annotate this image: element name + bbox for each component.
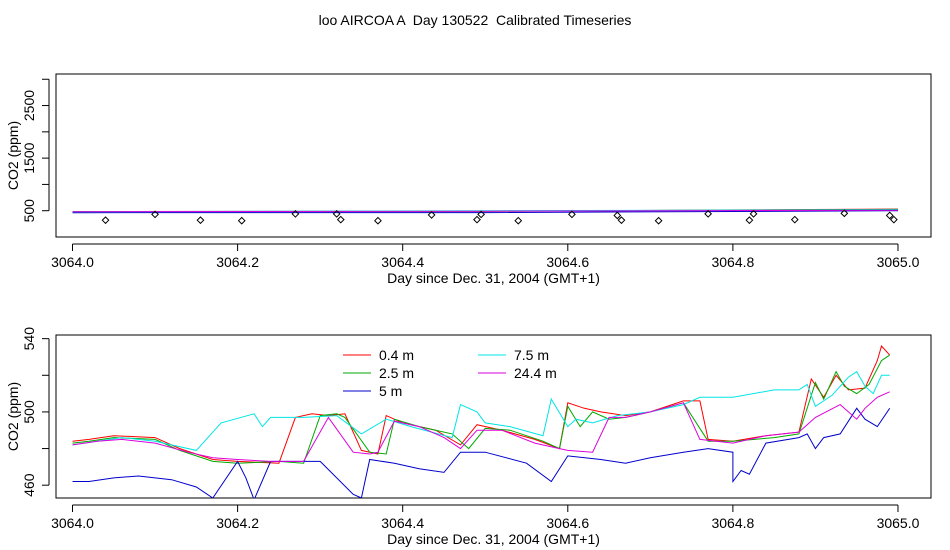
y-tick-label: 1500 xyxy=(21,142,37,173)
y-tick-label: 2500 xyxy=(21,90,37,121)
y-tick-label: 540 xyxy=(21,327,37,351)
scatter-point xyxy=(291,209,300,218)
legend-label: 7.5 m xyxy=(514,347,549,363)
x-tick-label: 3064.0 xyxy=(51,515,94,531)
scatter-point xyxy=(745,216,754,225)
x-tick-label: 3064.0 xyxy=(51,254,94,270)
legend-label: 24.4 m xyxy=(514,365,557,381)
series-line-2 xyxy=(72,210,899,214)
scatter-point xyxy=(427,211,436,219)
x-tick-label: 3064.6 xyxy=(546,515,589,531)
co2-detail-panel: 3064.0 3064.2 3064.4 3064.6 3064.8 3065.0 Day … xyxy=(5,327,932,547)
legend-label: 5 m xyxy=(379,383,402,399)
x-axis-label: Day since Dec. 31, 2004 (GMT+1) xyxy=(387,270,600,286)
y-tick-label: 500 xyxy=(21,199,37,223)
scatter-point xyxy=(889,215,898,224)
x-tick-label: 3064.2 xyxy=(216,515,259,531)
scatter-point xyxy=(473,215,481,224)
scatter-point xyxy=(332,209,341,218)
scatter-point xyxy=(568,210,576,219)
y-tick-label: 500 xyxy=(21,400,37,424)
scatter-point xyxy=(477,210,486,219)
scatter-point xyxy=(151,210,159,219)
series-line-0-4-m xyxy=(72,344,891,464)
scatter-point xyxy=(885,211,894,220)
legend: 0.4 m 2.5 m 5 m 7.5 m 24.4 m xyxy=(343,347,557,399)
scatter-point xyxy=(374,216,382,225)
scatter-point xyxy=(237,216,246,225)
scatter-point xyxy=(613,211,622,220)
plot-area xyxy=(72,208,899,225)
scatter-point xyxy=(790,215,799,224)
scatter-point xyxy=(514,216,523,225)
scatter-point xyxy=(336,215,345,224)
y-axis-label: CO2 (ppm) xyxy=(5,121,21,190)
x-tick-label: 3064.6 xyxy=(546,254,589,270)
scatter-point xyxy=(196,216,205,225)
x-tick-label: 3064.4 xyxy=(381,515,424,531)
plot-frame xyxy=(55,73,932,238)
series-line-5-m xyxy=(72,407,891,498)
scatter-point xyxy=(654,216,663,225)
figure-title: loo AIRCOA A Day 130522 Calibrated Times… xyxy=(318,12,632,28)
x-tick-label: 3065.0 xyxy=(877,515,920,531)
x-tick-label: 3064.2 xyxy=(216,254,259,270)
legend-label: 0.4 m xyxy=(379,347,414,363)
scatter-point xyxy=(840,209,849,218)
series-line-7-5-m xyxy=(72,370,890,451)
series-line-2-5-m xyxy=(72,354,890,464)
plot-area xyxy=(72,344,891,498)
scatter-point xyxy=(617,216,626,225)
series-line-4 xyxy=(72,209,899,213)
series-line-24-4-m xyxy=(72,391,890,462)
x-axis-label: Day since Dec. 31, 2004 (GMT+1) xyxy=(387,531,600,547)
scatter-point xyxy=(101,216,110,225)
x-tick-label: 3064.4 xyxy=(381,254,424,270)
scatter-point xyxy=(704,209,713,218)
plot-frame xyxy=(55,334,932,499)
co2-overview-panel: 3064.0 3064.2 3064.4 3064.6 3064.8 3065.0 Day … xyxy=(5,73,932,286)
y-tick-label: 460 xyxy=(21,473,37,497)
y-axis-label: CO2 (ppm) xyxy=(5,382,21,451)
x-tick-label: 3064.8 xyxy=(711,254,754,270)
legend-label: 2.5 m xyxy=(379,365,414,381)
x-tick-label: 3065.0 xyxy=(877,254,920,270)
scatter-point xyxy=(749,209,758,218)
x-tick-label: 3064.8 xyxy=(711,515,754,531)
